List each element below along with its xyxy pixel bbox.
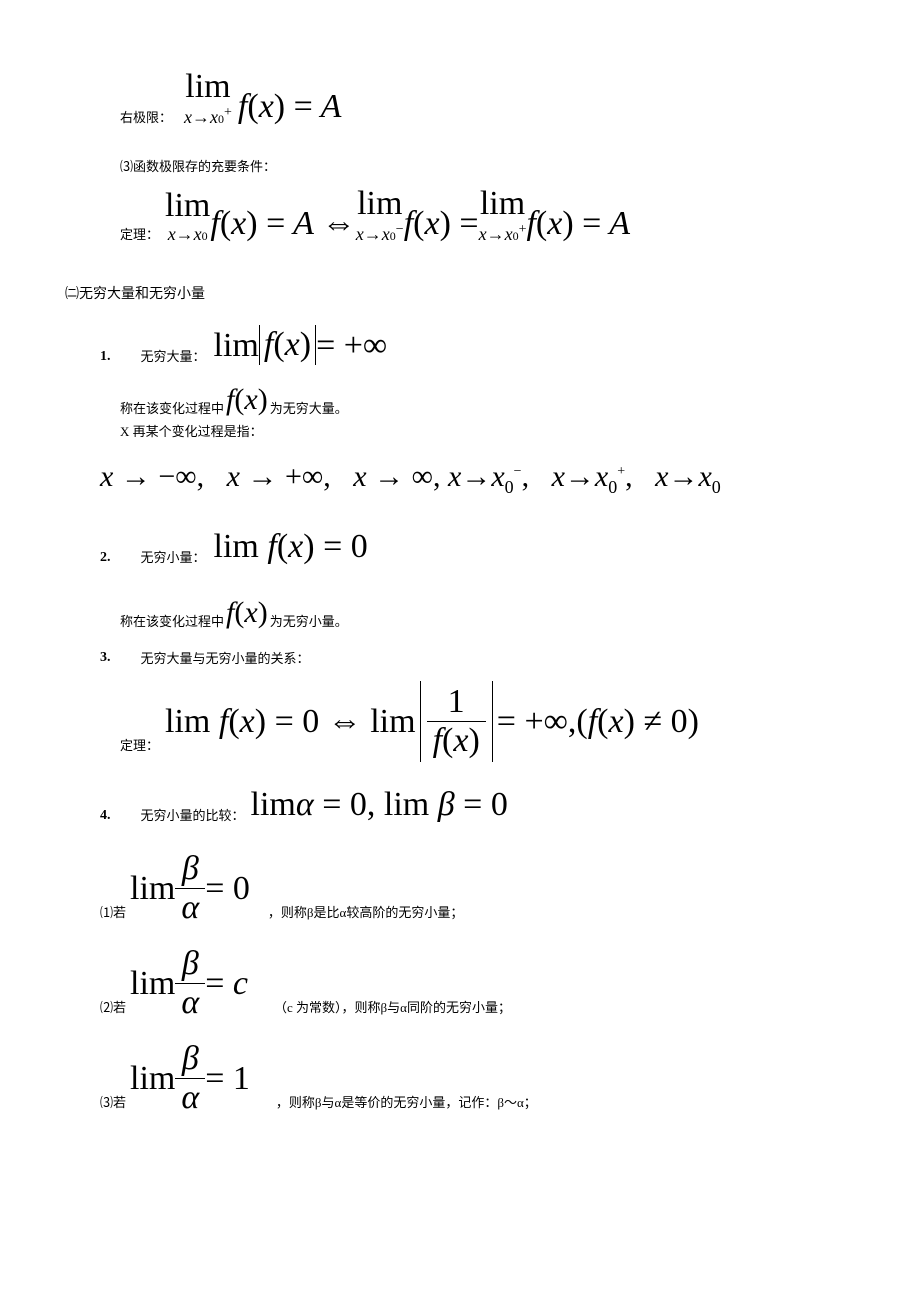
cmp2-eq: = c: [205, 965, 248, 1003]
item2-math: lim f(x) = 0: [214, 528, 368, 566]
item3-theorem: 定理： lim f(x) = 0 ⇔ lim 1 f(x) = +∞,(f(x)…: [50, 681, 870, 762]
item1-note: X 再某个变化过程是指：: [50, 421, 870, 440]
theorem-label: 定理：: [120, 224, 159, 243]
abs-fx: f(x): [259, 325, 316, 365]
cmp1-lim: lim: [130, 870, 175, 908]
item1-label: 无穷大量：: [141, 346, 206, 365]
item1-num: 1.: [100, 349, 111, 365]
item2-desc-suffix: 为无穷小量。: [270, 611, 348, 630]
cmp1-num: ⑴若: [100, 902, 126, 921]
section-heading: ㈡无穷大量和无穷小量: [50, 283, 870, 303]
item1-fx: f(x): [226, 383, 268, 417]
cmp3-frac: β α: [175, 1040, 205, 1117]
item3-theorem-label: 定理：: [120, 735, 159, 754]
lim-2: lim x→x0−: [356, 187, 404, 243]
item4-label: 无穷小量的比较：: [141, 805, 245, 824]
cmp3-lim: lim: [130, 1060, 175, 1098]
item2-label: 无穷小量：: [141, 547, 206, 566]
cmp2-text: （c 为常数），则称β与α同阶的无穷小量；: [274, 997, 511, 1016]
item1-lim: lim: [214, 327, 259, 365]
cmp3-text: ，则称β与α是等价的无穷小量，记作：β～α；: [276, 1092, 537, 1111]
theorem-line: 定理： lim x→x0 f(x) = A ⇔ lim x→x0− f(x) =…: [50, 187, 870, 243]
fx-2: f(x) =: [404, 205, 479, 243]
item1-line: 1. 无穷大量： lim f(x) = +∞: [50, 325, 870, 365]
processes-line: x → −∞, x → +∞, x → ∞, x→x0−, x→x0+, x→x…: [50, 460, 870, 498]
item2-num: 2.: [100, 550, 111, 566]
cmp1-line: ⑴若 lim β α = 0 ，则称β是比α较高阶的无穷小量；: [50, 850, 870, 927]
item3-label: 无穷大量与无穷小量的关系：: [141, 648, 310, 667]
item3-math-left: lim f(x) = 0 ⇔ lim: [165, 703, 416, 741]
item2-desc-prefix: 称在该变化过程中: [120, 611, 224, 630]
cmp1-eq: = 0: [205, 870, 250, 908]
lim-1: lim x→x0: [165, 189, 210, 243]
lim-block: lim x→x0+: [184, 70, 232, 126]
item2-desc: 称在该变化过程中 f(x) 为无穷小量。: [50, 596, 870, 630]
item1-desc-prefix: 称在该变化过程中: [120, 398, 224, 417]
cmp1-text: ，则称β是比α较高阶的无穷小量；: [268, 902, 463, 921]
cmp3-num: ⑶若: [100, 1092, 126, 1111]
cmp2-num: ⑵若: [100, 997, 126, 1016]
cmp1-frac: β α: [175, 850, 205, 927]
cmp3-line: ⑶若 lim β α = 1 ，则称β与α是等价的无穷小量，记作：β～α；: [50, 1040, 870, 1117]
fx-a-1: f(x) = A ⇔: [210, 205, 355, 243]
cmp3-eq: = 1: [205, 1060, 250, 1098]
item2-fx: f(x): [226, 596, 268, 630]
right-limit-label: 右极限：: [120, 107, 172, 126]
lim-3: lim x→x0+: [479, 187, 527, 243]
cmp2-line: ⑵若 lim β α = c （c 为常数），则称β与α同阶的无穷小量；: [50, 945, 870, 1022]
cmp2-lim: lim: [130, 965, 175, 1003]
item4-num: 4.: [100, 808, 111, 824]
item3-math-right: = +∞,(f(x) ≠ 0): [497, 703, 699, 741]
abs-frac: 1 f(x): [420, 681, 493, 762]
cond-label: ⑶函数极限存的充要条件：: [50, 156, 870, 175]
eq-inf: = +∞: [316, 327, 387, 365]
fx-eq-a: f(x) = A: [238, 88, 342, 126]
item3-num: 3.: [100, 650, 111, 666]
item2-line: 2. 无穷小量： lim f(x) = 0: [50, 528, 870, 566]
item3-line: 3. 无穷大量与无穷小量的关系：: [50, 648, 870, 667]
item4-math: limα = 0, lim β = 0: [251, 786, 508, 824]
fx-3: f(x) = A: [526, 205, 630, 243]
item1-desc: 称在该变化过程中 f(x) 为无穷大量。: [50, 383, 870, 417]
item4-line: 4. 无穷小量的比较： limα = 0, lim β = 0: [50, 786, 870, 824]
right-limit-line: 右极限： lim x→x0+ f(x) = A: [50, 70, 870, 126]
cmp2-frac: β α: [175, 945, 205, 1022]
item1-desc-suffix: 为无穷大量。: [270, 398, 348, 417]
